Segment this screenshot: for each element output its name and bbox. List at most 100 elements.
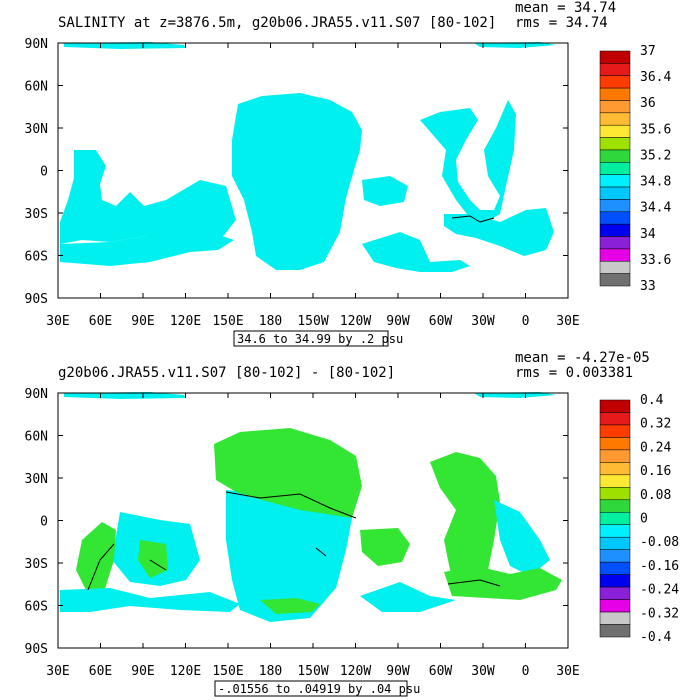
diff-southern-ocean (60, 588, 240, 612)
difference-colorbar-swatch (599, 549, 631, 563)
difference-y-tick-label: 30N (25, 472, 48, 487)
diff-atlantic-negative (494, 500, 550, 576)
salinity-x-tick-label: 30W (471, 314, 495, 329)
diff-southern-east (360, 582, 456, 612)
difference-colorbar: 0.4 0.32 0.24 0.16 0.08 0 -0.08 -0.16 -0.24 -0.32… (599, 393, 679, 645)
difference-x-tick-label: 30W (471, 664, 495, 679)
difference-colorbar-label: -0.4 (640, 630, 671, 645)
salinity-contour-note-box: 34.6 to 34.99 by .2 psu (233, 330, 403, 347)
difference-colorbar-swatch (599, 399, 631, 413)
salinity-panel: SALINITY at z=3876.5m, g20b06.JRA55.v11.… (25, 0, 671, 347)
difference-x-tick-label: 90W (386, 664, 410, 679)
difference-colorbar-label: -0.16 (640, 559, 679, 574)
salinity-contour-line (451, 215, 495, 223)
salinity-colorbar-label: 33 (640, 279, 656, 294)
difference-colorbar-swatch (599, 499, 631, 513)
salinity-colorbar-label: 36 (640, 96, 656, 111)
difference-colorbar-label: 0.24 (640, 440, 671, 455)
salinity-colorbar-swatch (599, 112, 631, 126)
salinity-colorbar-swatch (599, 50, 631, 64)
salinity-x-tick-label: 60E (89, 314, 112, 329)
difference-x-tick-label: 120W (340, 664, 371, 679)
difference-colorbar-label: 0.08 (640, 488, 671, 503)
salinity-y-tick-label: 30S (25, 207, 48, 222)
salinity-colorbar-swatch (599, 261, 631, 274)
salinity-colorbar-swatch (599, 149, 631, 163)
salinity-colorbar-swatch (599, 75, 631, 89)
difference-colorbar-swatch (599, 599, 631, 613)
salinity-colorbar-label: 34.8 (640, 175, 671, 190)
salinity-colorbar-swatch (599, 273, 631, 287)
salinity-colorbar-label: 35.2 (640, 148, 671, 163)
difference-panel: g20b06.JRA55.v11.S07 [80-102] - [80-102]… (25, 350, 679, 697)
pacific-basin (232, 93, 362, 270)
difference-y-tick-label: 0 (40, 515, 48, 530)
salinity-mean: mean = 34.74 (515, 0, 616, 16)
difference-x-tick-label: 150W (297, 664, 328, 679)
difference-y-tick-label: 60S (25, 600, 48, 615)
salinity-colorbar-swatch (599, 223, 631, 237)
diff-atlantic-positive (430, 452, 500, 588)
difference-colorbar-swatch (599, 536, 631, 550)
salinity-ocean-field (60, 42, 556, 272)
salinity-y-tick-label: 30N (25, 122, 48, 137)
salinity-colorbar-label: 34 (640, 227, 656, 242)
salinity-colorbar-swatch (599, 87, 631, 101)
salinity-colorbar-label: 37 (640, 44, 656, 59)
salinity-y-tick-label: 60S (25, 250, 48, 265)
salinity-colorbar-label: 36.4 (640, 70, 671, 85)
southern-ocean-east (362, 232, 470, 272)
difference-x-tick-label: 30E (46, 664, 69, 679)
salinity-colorbar-swatch (599, 162, 631, 175)
salinity-x-tick-label: 90E (131, 314, 154, 329)
east-pacific-patch (362, 176, 408, 206)
difference-y-tick-label: 90S (25, 642, 48, 657)
salinity-x-tick-label: 30E (556, 314, 579, 329)
difference-ocean-field (60, 392, 562, 622)
salinity-colorbar-swatch (599, 248, 631, 262)
salinity-colorbar-swatch (599, 211, 631, 225)
difference-colorbar-label: -0.24 (640, 583, 679, 598)
salinity-colorbar-swatch (599, 124, 631, 138)
salinity-x-axis-labels: 30E 60E 90E 120E 150E 180 150W 120W 90W 60W 30W 0 30… (46, 314, 579, 329)
difference-colorbar-swatch (599, 611, 631, 625)
difference-mean: mean = -4.27e-05 (515, 350, 650, 366)
arctic-strip-west (64, 42, 186, 49)
salinity-colorbar-swatch (599, 236, 631, 250)
salinity-x-tick-label: 120W (340, 314, 371, 329)
difference-colorbar-swatch (599, 524, 631, 538)
salinity-x-tick-label: 150E (212, 314, 243, 329)
difference-x-tick-label: 0 (522, 664, 530, 679)
difference-x-tick-label: 60W (429, 664, 453, 679)
salinity-colorbar-label: 34.4 (640, 201, 671, 216)
salinity-x-tick-label: 0 (522, 314, 530, 329)
difference-colorbar-label: 0.4 (640, 393, 664, 408)
salinity-ticks (57, 42, 569, 299)
difference-colorbar-swatch (599, 412, 631, 426)
difference-colorbar-swatch (599, 424, 631, 438)
difference-colorbar-swatch (599, 462, 631, 476)
difference-x-tick-label: 150E (212, 664, 243, 679)
difference-colorbar-swatch (599, 487, 631, 501)
difference-colorbar-swatch (599, 561, 631, 575)
salinity-x-tick-label: 120E (170, 314, 201, 329)
difference-colorbar-swatch (599, 586, 631, 600)
salinity-y-tick-label: 90S (25, 292, 48, 307)
salinity-x-tick-label: 150W (297, 314, 328, 329)
difference-colorbar-swatch (599, 624, 631, 638)
salinity-colorbar-label: 33.6 (640, 253, 671, 268)
difference-x-tick-label: 120E (170, 664, 201, 679)
south-atlantic (444, 208, 554, 256)
salinity-x-tick-label: 30E (46, 314, 69, 329)
difference-map-area: 30E 60E 90E 120E 150E 180 150W 120W 90W 60W 30W 0 30… (25, 387, 580, 679)
salinity-title: SALINITY at z=3876.5m, g20b06.JRA55.v11.… (58, 15, 496, 31)
difference-colorbar-label: -0.32 (640, 606, 679, 621)
difference-y-axis-labels: 90N 60N 30N 0 30S 60S 90S (25, 387, 48, 657)
difference-x-axis-labels: 30E 60E 90E 120E 150E 180 150W 120W 90W 60W 30W 0 30… (46, 664, 579, 679)
diff-south-atlantic (444, 566, 562, 600)
diff-southern-ocean-2 (260, 598, 320, 614)
diff-indian-positive (76, 522, 116, 592)
salinity-colorbar-swatch (599, 137, 631, 151)
difference-colorbar-swatch (599, 512, 631, 525)
